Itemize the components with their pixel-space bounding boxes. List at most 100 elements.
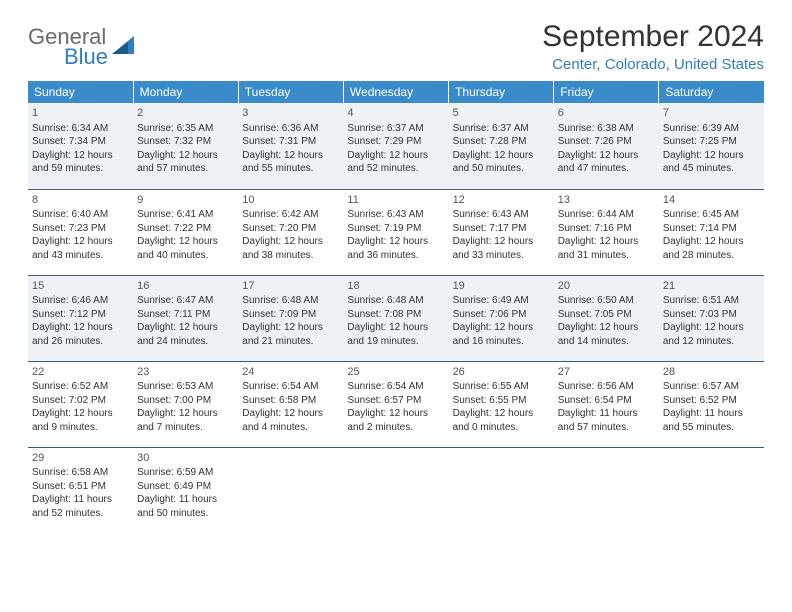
sunset-text: Sunset: 7:12 PM [32, 308, 129, 322]
sunset-text: Sunset: 7:23 PM [32, 222, 129, 236]
day-number: 8 [32, 193, 129, 208]
weekday-header: Monday [133, 81, 238, 103]
sunrise-text: Sunrise: 6:35 AM [137, 122, 234, 136]
sunset-text: Sunset: 7:28 PM [453, 135, 550, 149]
daylight-text: and 57 minutes. [558, 421, 655, 435]
daylight-text: Daylight: 11 hours [558, 407, 655, 421]
day-number: 11 [347, 193, 444, 208]
sunrise-text: Sunrise: 6:47 AM [137, 294, 234, 308]
sunset-text: Sunset: 7:02 PM [32, 394, 129, 408]
sunrise-text: Sunrise: 6:57 AM [663, 380, 760, 394]
calendar-cell: 25Sunrise: 6:54 AMSunset: 6:57 PMDayligh… [343, 361, 448, 447]
daylight-text: Daylight: 12 hours [32, 321, 129, 335]
daylight-text: and 43 minutes. [32, 249, 129, 263]
header: General Blue September 2024 Center, Colo… [28, 20, 764, 73]
sunrise-text: Sunrise: 6:50 AM [558, 294, 655, 308]
calendar-cell: 10Sunrise: 6:42 AMSunset: 7:20 PMDayligh… [238, 189, 343, 275]
daylight-text: Daylight: 12 hours [663, 321, 760, 335]
daylight-text: and 52 minutes. [32, 507, 129, 521]
day-number: 5 [453, 106, 550, 121]
calendar-cell [238, 447, 343, 533]
sunrise-text: Sunrise: 6:46 AM [32, 294, 129, 308]
sunrise-text: Sunrise: 6:36 AM [242, 122, 339, 136]
day-number: 1 [32, 106, 129, 121]
logo-line2: Blue [64, 46, 108, 68]
daylight-text: and 26 minutes. [32, 335, 129, 349]
daylight-text: and 4 minutes. [242, 421, 339, 435]
day-number: 16 [137, 279, 234, 294]
sunset-text: Sunset: 7:09 PM [242, 308, 339, 322]
sunrise-text: Sunrise: 6:48 AM [242, 294, 339, 308]
calendar-cell: 12Sunrise: 6:43 AMSunset: 7:17 PMDayligh… [449, 189, 554, 275]
daylight-text: Daylight: 12 hours [32, 149, 129, 163]
calendar-cell: 21Sunrise: 6:51 AMSunset: 7:03 PMDayligh… [659, 275, 764, 361]
weekday-header-row: Sunday Monday Tuesday Wednesday Thursday… [28, 81, 764, 103]
day-number: 2 [137, 106, 234, 121]
calendar-cell: 11Sunrise: 6:43 AMSunset: 7:19 PMDayligh… [343, 189, 448, 275]
weekday-header: Friday [554, 81, 659, 103]
calendar-cell [659, 447, 764, 533]
sunset-text: Sunset: 7:32 PM [137, 135, 234, 149]
daylight-text: Daylight: 12 hours [242, 235, 339, 249]
sunset-text: Sunset: 7:08 PM [347, 308, 444, 322]
sunset-text: Sunset: 7:06 PM [453, 308, 550, 322]
sunset-text: Sunset: 7:17 PM [453, 222, 550, 236]
daylight-text: and 24 minutes. [137, 335, 234, 349]
calendar-cell: 5Sunrise: 6:37 AMSunset: 7:28 PMDaylight… [449, 103, 554, 189]
sunset-text: Sunset: 7:22 PM [137, 222, 234, 236]
day-number: 29 [32, 451, 129, 466]
title-block: September 2024 Center, Colorado, United … [542, 20, 764, 73]
daylight-text: Daylight: 12 hours [32, 407, 129, 421]
sunset-text: Sunset: 6:54 PM [558, 394, 655, 408]
calendar-cell: 6Sunrise: 6:38 AMSunset: 7:26 PMDaylight… [554, 103, 659, 189]
daylight-text: Daylight: 12 hours [558, 149, 655, 163]
daylight-text: and 36 minutes. [347, 249, 444, 263]
daylight-text: and 55 minutes. [242, 162, 339, 176]
calendar-page: General Blue September 2024 Center, Colo… [0, 0, 792, 553]
daylight-text: Daylight: 12 hours [453, 407, 550, 421]
calendar-cell: 19Sunrise: 6:49 AMSunset: 7:06 PMDayligh… [449, 275, 554, 361]
daylight-text: and 21 minutes. [242, 335, 339, 349]
daylight-text: Daylight: 12 hours [242, 407, 339, 421]
daylight-text: and 31 minutes. [558, 249, 655, 263]
daylight-text: and 45 minutes. [663, 162, 760, 176]
daylight-text: and 2 minutes. [347, 421, 444, 435]
day-number: 15 [32, 279, 129, 294]
daylight-text: and 0 minutes. [453, 421, 550, 435]
sunset-text: Sunset: 7:19 PM [347, 222, 444, 236]
day-number: 4 [347, 106, 444, 121]
sunset-text: Sunset: 6:55 PM [453, 394, 550, 408]
sunset-text: Sunset: 7:34 PM [32, 135, 129, 149]
daylight-text: and 50 minutes. [453, 162, 550, 176]
calendar-cell: 4Sunrise: 6:37 AMSunset: 7:29 PMDaylight… [343, 103, 448, 189]
day-number: 6 [558, 106, 655, 121]
sunrise-text: Sunrise: 6:51 AM [663, 294, 760, 308]
daylight-text: and 47 minutes. [558, 162, 655, 176]
sunset-text: Sunset: 7:11 PM [137, 308, 234, 322]
calendar-cell [449, 447, 554, 533]
daylight-text: and 14 minutes. [558, 335, 655, 349]
sunrise-text: Sunrise: 6:38 AM [558, 122, 655, 136]
daylight-text: Daylight: 12 hours [558, 321, 655, 335]
day-number: 17 [242, 279, 339, 294]
sunrise-text: Sunrise: 6:42 AM [242, 208, 339, 222]
calendar-cell: 14Sunrise: 6:45 AMSunset: 7:14 PMDayligh… [659, 189, 764, 275]
day-number: 20 [558, 279, 655, 294]
day-number: 30 [137, 451, 234, 466]
sunrise-text: Sunrise: 6:56 AM [558, 380, 655, 394]
sunrise-text: Sunrise: 6:39 AM [663, 122, 760, 136]
daylight-text: and 12 minutes. [663, 335, 760, 349]
sunset-text: Sunset: 7:14 PM [663, 222, 760, 236]
day-number: 12 [453, 193, 550, 208]
day-number: 18 [347, 279, 444, 294]
weekday-header: Sunday [28, 81, 133, 103]
daylight-text: Daylight: 11 hours [137, 493, 234, 507]
daylight-text: Daylight: 12 hours [347, 149, 444, 163]
daylight-text: Daylight: 12 hours [347, 321, 444, 335]
day-number: 7 [663, 106, 760, 121]
day-number: 26 [453, 365, 550, 380]
sunset-text: Sunset: 6:58 PM [242, 394, 339, 408]
page-title: September 2024 [542, 20, 764, 54]
daylight-text: Daylight: 12 hours [32, 235, 129, 249]
weekday-header: Wednesday [343, 81, 448, 103]
